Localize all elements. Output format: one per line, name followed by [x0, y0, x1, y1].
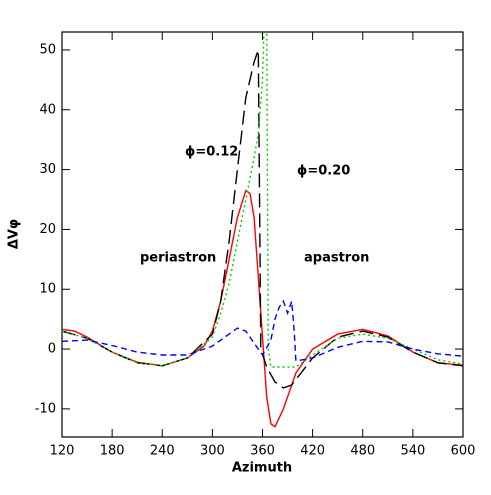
- annotation: ϕ=0.20: [297, 164, 350, 179]
- x-tick-label: 420: [300, 444, 325, 459]
- plot-lines: [62, 32, 463, 428]
- plot-frame: [61, 31, 464, 438]
- y-tick-label: 10: [39, 282, 56, 297]
- y-tick-label: 50: [39, 42, 56, 57]
- data-line: [62, 299, 463, 362]
- x-axis-label: Azimuth: [232, 461, 292, 476]
- data-line: [62, 189, 463, 428]
- y-axis-label: ΔVφ: [7, 219, 22, 249]
- annotation: apastron: [304, 251, 369, 266]
- x-tick-label: 120: [50, 444, 75, 459]
- x-tick-label: 360: [250, 444, 275, 459]
- y-tick-label: 40: [39, 102, 56, 117]
- y-tick-label: -10: [35, 401, 56, 416]
- y-tick-label: 30: [39, 162, 56, 177]
- y-tick-label: 0: [48, 342, 56, 357]
- annotation: periastron: [140, 251, 216, 266]
- x-tick-label: 240: [150, 444, 175, 459]
- x-tick-label: 300: [200, 444, 225, 459]
- x-tick-label: 540: [400, 444, 425, 459]
- x-tick-label: 180: [100, 444, 125, 459]
- data-line: [62, 32, 463, 368]
- x-tick-label: 600: [451, 444, 476, 459]
- annotation: ϕ=0.12: [185, 145, 238, 160]
- data-line: [62, 49, 463, 389]
- y-tick-label: 20: [39, 222, 56, 237]
- x-tick-label: 480: [350, 444, 375, 459]
